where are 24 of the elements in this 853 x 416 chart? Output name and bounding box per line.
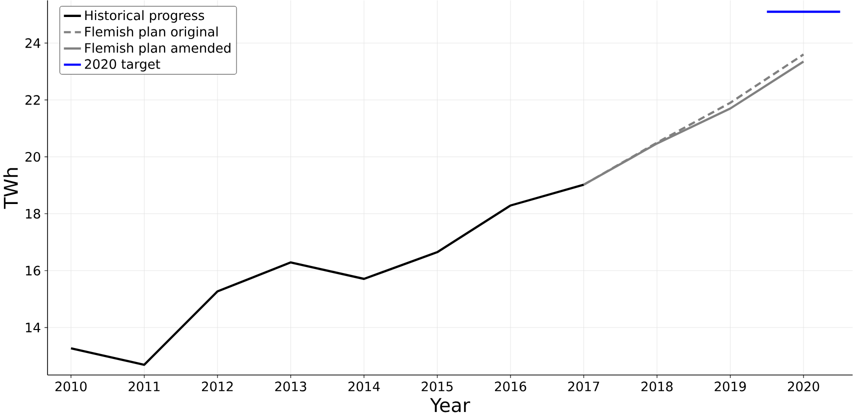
line-series (70, 184, 585, 366)
x-tick-label: 2011 (128, 382, 160, 392)
x-tick-label: 2015 (422, 382, 453, 392)
x-tick-label: 2014 (348, 382, 380, 392)
y-tick-label: 14 (26, 323, 40, 332)
x-tick-label: 2019 (714, 382, 746, 392)
x-tick-label: 2013 (275, 382, 306, 392)
legend-label: Historical progress (85, 10, 204, 23)
y-tick-label: 20 (26, 152, 40, 162)
y-tick-label: 24 (26, 38, 40, 48)
y-axis-title: TWh (3, 168, 18, 210)
x-tick-label: 2012 (202, 382, 233, 392)
x-axis-title: Year (430, 398, 470, 412)
x-tick-label: 2018 (641, 382, 673, 392)
y-tick-label: 16 (26, 266, 40, 276)
x-tick-label: 2020 (788, 382, 820, 392)
x-tick-label: 2010 (55, 382, 87, 392)
y-tick-label: 18 (26, 209, 40, 219)
legend-label: Flemish plan original (85, 26, 218, 40)
x-tick-label: 2016 (494, 382, 526, 392)
legend-label: Flemish plan amended (85, 43, 230, 56)
y-tick-label: 22 (26, 95, 40, 105)
legend-label: 2020 target (84, 59, 160, 72)
x-tick-label: 2017 (568, 382, 600, 392)
